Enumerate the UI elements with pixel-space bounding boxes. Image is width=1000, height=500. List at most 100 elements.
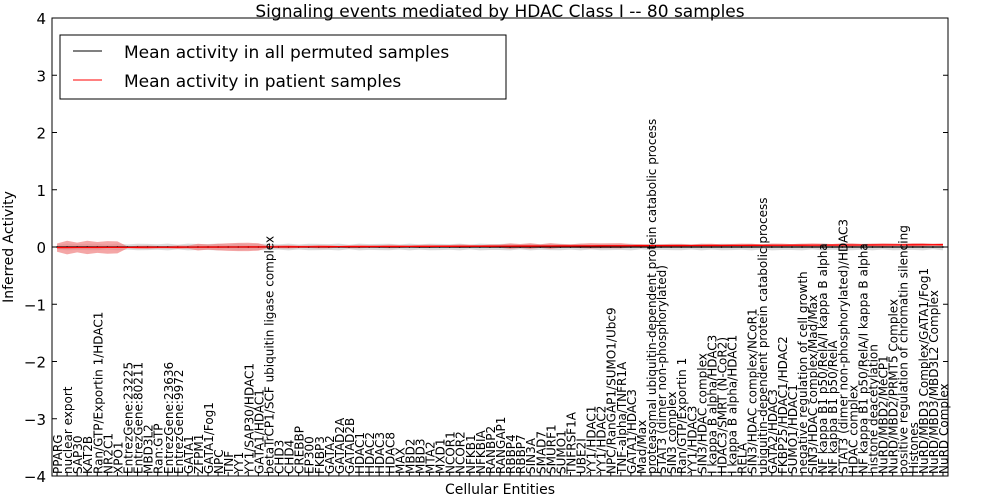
x-tick-label: MTA2 — [424, 441, 438, 474]
x-tick-label: Ran:GTP — [152, 423, 166, 474]
x-tick-label: EntrezGene:9972 — [172, 370, 186, 475]
x-tick-label: EntrezGene:80211 — [132, 362, 146, 474]
permuted-point — [780, 246, 783, 248]
x-tick-label: MBD2 — [403, 439, 417, 474]
permuted-point — [760, 246, 763, 248]
permuted-point — [871, 246, 874, 248]
x-tick-label: SIN3/HDAC complex — [695, 353, 709, 474]
chart-title: Signaling events mediated by HDAC Class … — [255, 2, 744, 22]
x-tick-label: GATA1/Fog1 — [202, 402, 216, 474]
x-tick-label: NuRD/MBD3/MBD3L2 Complex — [927, 290, 941, 474]
x-tick-label: KAT2B — [81, 436, 95, 474]
permuted-point — [589, 246, 592, 248]
x-tick-label: NuRD Complex — [937, 383, 951, 474]
x-tick-label: ZFPM1 — [192, 434, 206, 474]
x-tick-label: GATA1/HDAC3 — [625, 389, 639, 474]
x-tick-label: CHD4 — [283, 440, 297, 474]
y-tick-label: −3 — [24, 411, 46, 429]
y-tick-label: 3 — [36, 67, 46, 85]
x-tick-label: TNFRSF1A — [564, 411, 578, 475]
permuted-point — [911, 246, 914, 248]
x-tick-label: SIN3 complex — [665, 392, 679, 474]
x-tick-label: EntrezGene:23636 — [162, 362, 176, 474]
x-tick-label: YY1/HDAC1 — [585, 406, 599, 475]
permuted-point — [629, 246, 632, 248]
permuted-point — [670, 246, 673, 248]
y-tick-label: 0 — [36, 239, 46, 257]
y-tick-label: −4 — [24, 468, 46, 486]
permuted-point — [770, 246, 773, 248]
x-tick-label: SMURF1 — [544, 424, 558, 474]
x-tick-label: NF kappa B1 p50/RelA/I kappa B alpha — [816, 243, 830, 474]
x-tick-label: STAT3 (dimer non-phosphorylated)/HDAC3 — [836, 219, 850, 474]
permuted-point — [690, 246, 693, 248]
x-tick-label: HDAC complex — [846, 385, 860, 474]
permuted-point — [680, 246, 683, 248]
x-tick-label: proteasomal ubiquitin-dependent protein … — [645, 119, 659, 474]
x-tick-label: SIN3A — [524, 437, 538, 474]
x-tick-label: RELA — [736, 442, 750, 474]
permuted-point — [640, 246, 642, 248]
x-tick-label: SAP30 — [71, 435, 85, 474]
x-tick-label: EP300 — [303, 436, 317, 474]
permuted-point — [921, 246, 924, 248]
x-axis-label: Cellular Entities — [445, 482, 555, 498]
x-tick-label: GATA2 — [323, 435, 337, 474]
x-tick-label: I kappa B alpha/HDAC3 — [705, 335, 719, 474]
x-tick-label: SUMO1/HDAC1 — [786, 384, 800, 474]
x-tick-label: Histones — [907, 422, 921, 474]
x-tick-label: UBE2I — [575, 438, 589, 474]
x-tick-label: HDAC8 — [383, 432, 397, 474]
x-tick-label: negative regulation of cell growth — [796, 271, 810, 474]
legend-label-patient: Mean activity in patient samples — [124, 72, 401, 92]
x-tick-label: EntrezGene:23225 — [122, 362, 136, 474]
x-tick-label: nuclear export — [61, 386, 75, 474]
x-tick-label: SIN3/HDAC complex/NCoR1 — [746, 308, 760, 474]
x-tick-label: YY1/SAP30/HDAC1 — [242, 363, 256, 475]
x-tick-label: ubiquitin-dependent protein catabolic pr… — [756, 198, 770, 474]
x-tick-label: YY1/HDAC3 — [685, 406, 699, 475]
x-tick-label: FKBP3 — [313, 436, 327, 474]
permuted-point — [891, 246, 894, 248]
x-tick-label: NR2C1 — [101, 433, 115, 474]
permuted-point — [609, 246, 612, 248]
x-tick-label: RBBP7 — [514, 434, 528, 474]
legend-label-permuted: Mean activity in all permuted samples — [124, 43, 449, 63]
x-tick-label: Mad/Max — [635, 420, 649, 474]
x-tick-label: SUMO1 — [554, 430, 568, 474]
y-tick-label: 2 — [36, 125, 46, 143]
permuted-point — [881, 246, 884, 248]
x-tick-label: FKBP25/HDAC1/HDAC2 — [776, 336, 790, 474]
permuted-point — [700, 246, 703, 248]
x-tick-label: betaTrCP1/SCF ubiquitin ligase complex — [262, 236, 276, 474]
permuted-point — [821, 246, 824, 248]
x-tick-label: Ran/GTP/Exportin 1 — [675, 358, 689, 474]
x-tick-label: MXD1 — [434, 439, 448, 474]
x-tick-label: NF kappa B1 p50/RelA/I kappa B alpha — [856, 243, 870, 474]
x-tick-label: NCOR2 — [454, 431, 468, 474]
x-tick-label: positive regulation of chromatin silenci… — [897, 225, 911, 474]
x-tick-label: TNF-alpha/TNFR1A — [615, 361, 629, 475]
x-tick-label: I kappa B alpha/HDAC1 — [726, 335, 740, 474]
x-tick-label: GATAD2B — [343, 418, 357, 474]
x-tick-label: MBD3L2 — [142, 424, 156, 474]
permuted-point — [791, 246, 793, 248]
x-tick-label: NuRD/MBD2/PRMT5 Complex — [887, 299, 901, 474]
patient-mean-line — [57, 244, 943, 249]
x-tick-label: NFKB1 — [464, 434, 478, 474]
x-tick-label: GATA1 — [182, 435, 196, 474]
permuted-point — [740, 246, 743, 248]
x-tick-label: NuRD/MBD3 Complex/GATA1/Fog1 — [917, 268, 931, 474]
x-tick-label: NFKBIA — [474, 429, 488, 474]
x-tick-label: XPO1 — [111, 441, 125, 474]
x-tick-label: NuRD/MBD2/MeCP1 — [877, 355, 891, 474]
permuted-point — [901, 246, 904, 248]
x-tick-label: histone deacetylation — [866, 344, 880, 474]
permuted-point — [811, 246, 813, 248]
x-tick-label: NPC — [212, 449, 226, 474]
x-tick-label: HDAC1 — [353, 432, 367, 474]
permuted-point — [931, 246, 934, 248]
legend: Mean activity in all permuted samples Me… — [59, 34, 507, 100]
y-tick-label: −2 — [24, 354, 46, 372]
x-tick-label: CREBBP — [293, 426, 307, 474]
